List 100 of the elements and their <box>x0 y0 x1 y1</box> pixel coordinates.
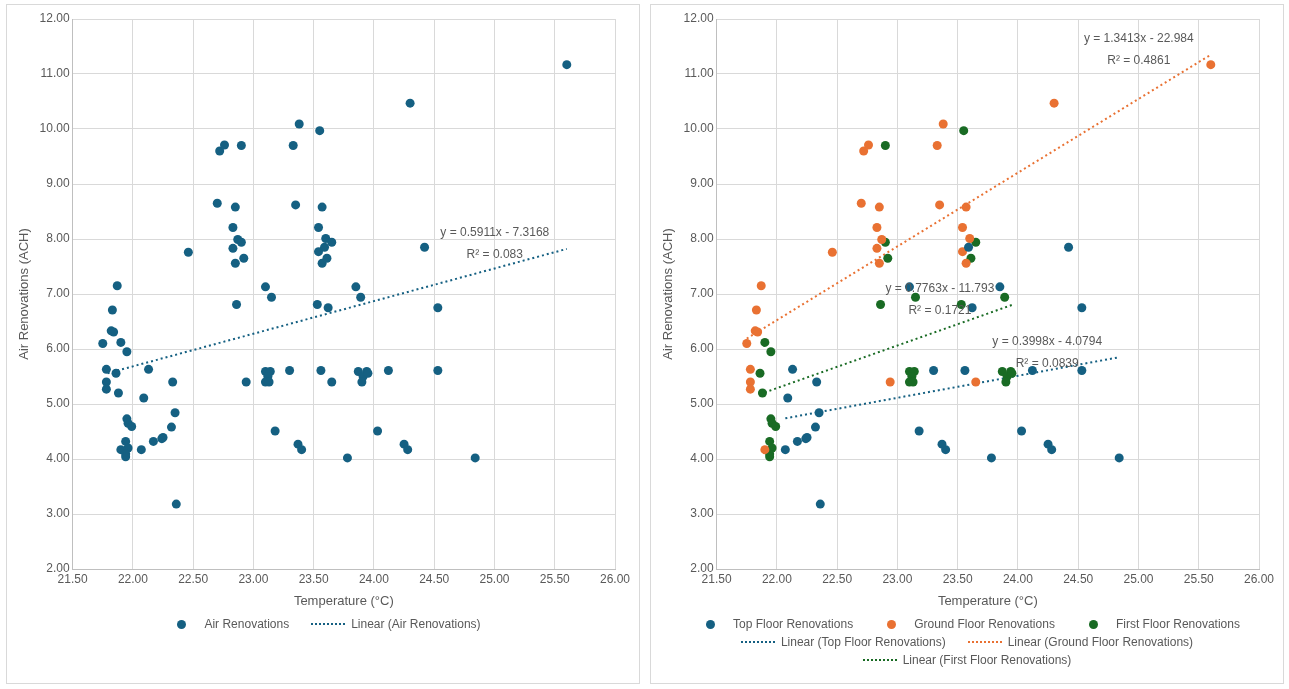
point <box>1027 365 1037 375</box>
annotation: R² = 0.083 <box>466 247 524 262</box>
legend-label: Air Renovations <box>204 617 290 631</box>
point <box>771 422 781 432</box>
point <box>859 146 869 156</box>
x-tick-label: 25.00 <box>479 571 510 586</box>
point <box>742 339 752 348</box>
legend-label: Linear (Ground Floor Renovations) <box>1007 635 1194 649</box>
x-tick-label: 22.50 <box>178 571 209 586</box>
point <box>766 347 776 357</box>
point <box>958 247 967 257</box>
point <box>780 445 790 455</box>
x-tick-label: 23.00 <box>238 571 269 586</box>
annotation: R² = 0.0839 <box>1015 355 1080 370</box>
x-tick-label: 22.00 <box>761 571 793 586</box>
y-tick-label: 5.00 <box>690 396 714 411</box>
x-tick-label: 24.00 <box>358 571 390 586</box>
point <box>874 202 884 212</box>
x-tick-label: 25.50 <box>1183 571 1215 586</box>
point <box>814 408 824 418</box>
point <box>856 198 866 208</box>
legend-label: First Floor Renovations <box>1115 617 1240 631</box>
point <box>755 368 765 378</box>
point <box>872 222 882 232</box>
point <box>883 253 893 263</box>
point <box>783 393 793 403</box>
legend-label: Ground Floor Renovations <box>914 617 1055 631</box>
y-tick-label: 9.00 <box>690 176 714 191</box>
y-tick-label: 12.00 <box>39 11 70 26</box>
y-tick-label: 7.00 <box>690 286 714 301</box>
point <box>960 365 970 375</box>
point <box>863 140 873 150</box>
x-tick-label: 23.50 <box>942 571 974 586</box>
point <box>961 202 971 212</box>
legend-label: Linear (First Floor Renovations) <box>902 653 1072 667</box>
point <box>959 126 969 136</box>
legend-label: Linear (Air Renovations) <box>351 617 481 631</box>
y-tick-label: 3.00 <box>46 506 70 521</box>
x-tick-label: 23.50 <box>298 571 330 586</box>
y-tick-label: 10.00 <box>39 121 70 136</box>
point <box>938 119 948 129</box>
y-tick-label: 12.00 <box>683 11 714 26</box>
point <box>760 445 770 455</box>
annotation: y = 0.7763x - 11.793 <box>885 281 995 296</box>
annotation: R² = 0.1721 <box>908 303 972 318</box>
point <box>757 388 767 398</box>
point <box>792 436 802 446</box>
point <box>1114 453 1124 463</box>
point <box>760 337 770 347</box>
point <box>1000 292 1010 302</box>
x-tick-label: 25.00 <box>1123 571 1154 586</box>
point <box>935 200 945 210</box>
point <box>1047 445 1057 455</box>
point <box>751 305 761 315</box>
y-axis-title: Air Renovations (ACH) <box>16 228 32 360</box>
point <box>876 299 886 309</box>
y-tick-label: 4.00 <box>690 451 714 466</box>
annotation: y = 1.3413x - 22.984 <box>1083 31 1194 46</box>
x-axis-title: Temperature (°C) <box>293 592 394 608</box>
x-tick-label: 22.00 <box>117 571 149 586</box>
point <box>885 377 895 387</box>
point <box>1001 377 1011 387</box>
x-tick-label: 24.50 <box>1063 571 1094 586</box>
y-tick-label: 8.00 <box>46 231 70 246</box>
y-tick-label: 11.00 <box>684 66 714 81</box>
point <box>961 258 971 268</box>
point <box>986 453 996 463</box>
point <box>1064 242 1074 252</box>
annotation: R² = 0.4861 <box>1107 53 1171 68</box>
point <box>880 141 890 150</box>
point <box>810 422 820 432</box>
point <box>932 141 942 150</box>
x-tick-label: 24.50 <box>419 571 450 586</box>
y-tick-label: 5.00 <box>46 396 70 411</box>
y-tick-label: 10.00 <box>683 121 714 136</box>
annotation: y = 0.5911x - 7.3168 <box>440 225 550 240</box>
point <box>1077 365 1087 375</box>
point <box>872 243 882 253</box>
point <box>958 222 967 232</box>
x-tick-label: 26.00 <box>1243 571 1275 586</box>
point <box>964 242 974 252</box>
point <box>971 377 981 387</box>
point <box>995 282 1005 292</box>
point <box>941 445 951 455</box>
legend-label: Linear (Top Floor Renovations) <box>780 635 946 649</box>
x-tick-label: 21.50 <box>57 571 88 586</box>
y-axis-title: Air Renovations (ACH) <box>660 228 676 360</box>
point <box>756 281 766 291</box>
point <box>788 364 798 374</box>
y-tick-label: 3.00 <box>690 506 714 521</box>
y-tick-label: 8.00 <box>690 231 714 246</box>
point <box>745 364 755 374</box>
y-tick-label: 9.00 <box>46 176 70 191</box>
legend-label: Top Floor Renovations <box>733 617 854 631</box>
x-tick-label: 22.50 <box>822 571 853 586</box>
point <box>745 384 755 394</box>
point <box>914 426 924 436</box>
x-tick-label: 24.00 <box>1002 571 1034 586</box>
point <box>812 377 822 387</box>
y-tick-label: 7.00 <box>46 286 70 301</box>
